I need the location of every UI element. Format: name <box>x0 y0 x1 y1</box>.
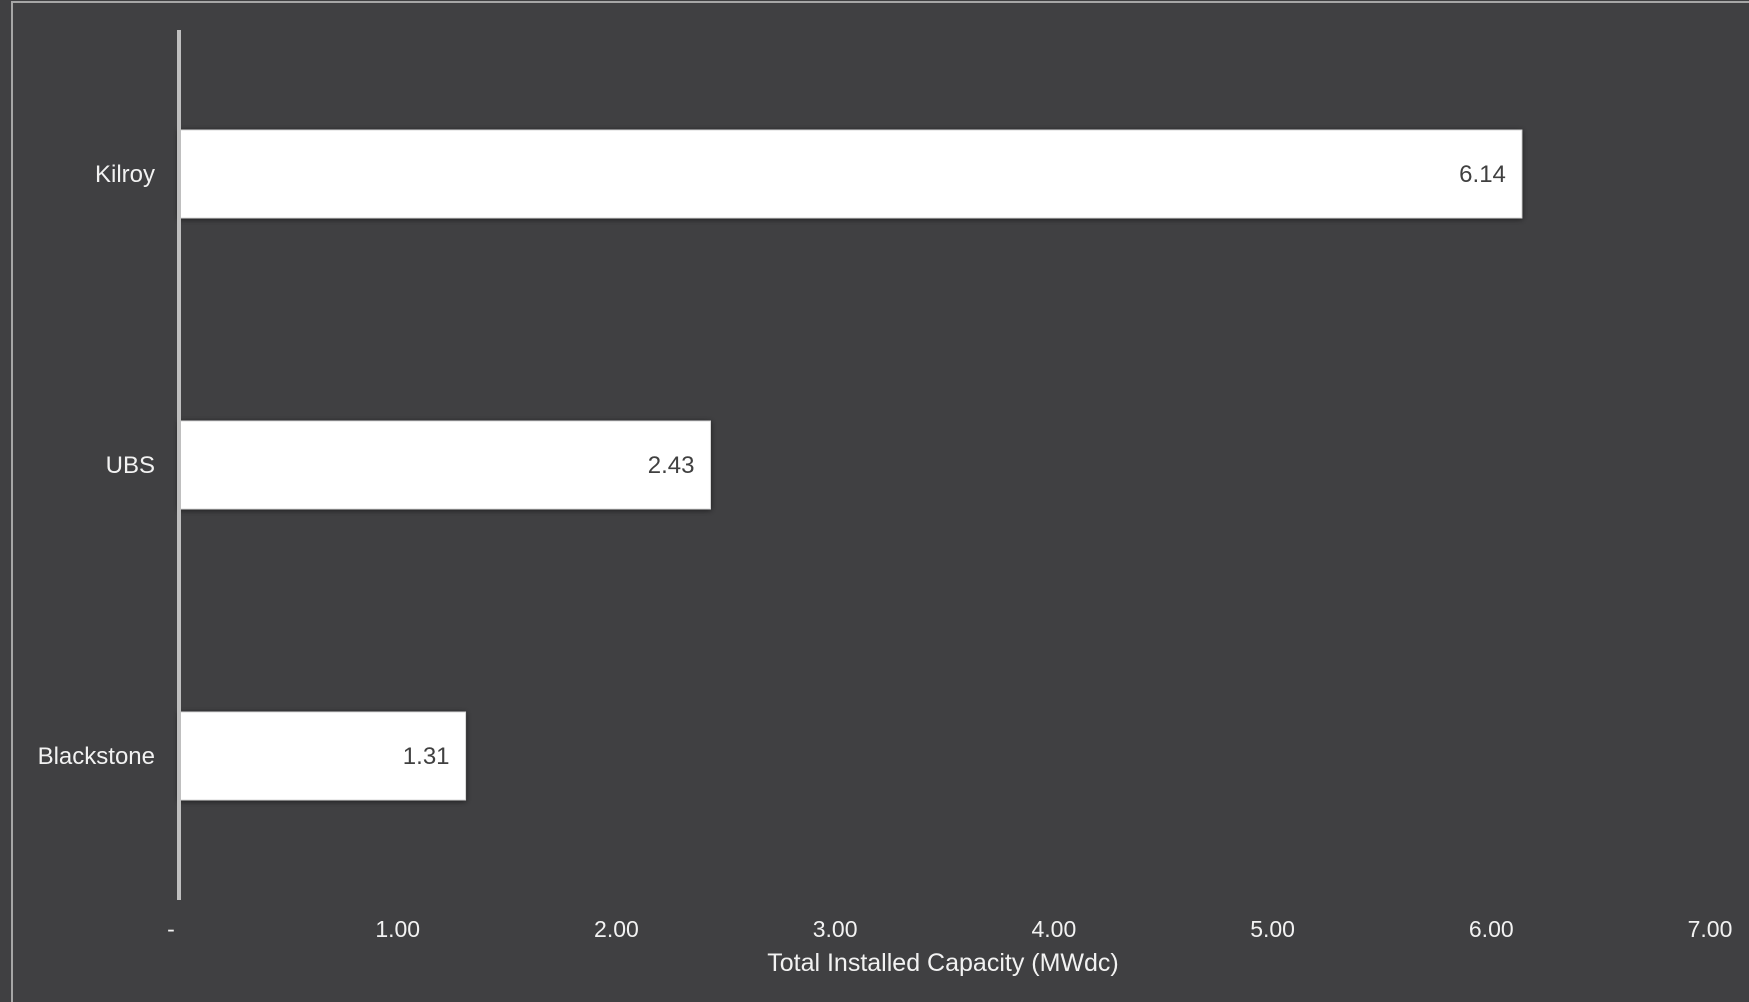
x-tick-label: 1.00 <box>375 916 420 942</box>
category-labels: Kilroy UBS Blackstone <box>38 161 155 770</box>
x-tick-label: 5.00 <box>1250 916 1295 942</box>
bars-layer: 6.14 2.43 1.31 <box>178 129 1523 801</box>
bar-kilroy <box>178 129 1523 219</box>
x-tick-label: 3.00 <box>813 916 858 942</box>
value-label-kilroy: 6.14 <box>1459 161 1506 188</box>
chart-frame <box>11 1 1749 1002</box>
category-label-ubs: UBS <box>106 452 155 479</box>
category-label-kilroy: Kilroy <box>95 161 155 188</box>
x-tick-label: 7.00 <box>1688 916 1733 942</box>
x-axis-title: Total Installed Capacity (MWdc) <box>767 949 1119 977</box>
x-tick-label: 2.00 <box>594 916 639 942</box>
bar-blackstone <box>178 711 467 801</box>
bar-ubs <box>178 420 711 510</box>
value-label-ubs: 2.43 <box>648 452 695 479</box>
value-label-blackstone: 1.31 <box>403 743 450 770</box>
x-tick-label: 4.00 <box>1031 916 1076 942</box>
category-label-blackstone: Blackstone <box>38 743 155 770</box>
x-tick-label: 6.00 <box>1469 916 1514 942</box>
x-tick-labels: - 1.00 2.00 3.00 4.00 5.00 6.00 7.00 <box>167 916 1732 942</box>
x-tick-label: - <box>167 916 175 942</box>
